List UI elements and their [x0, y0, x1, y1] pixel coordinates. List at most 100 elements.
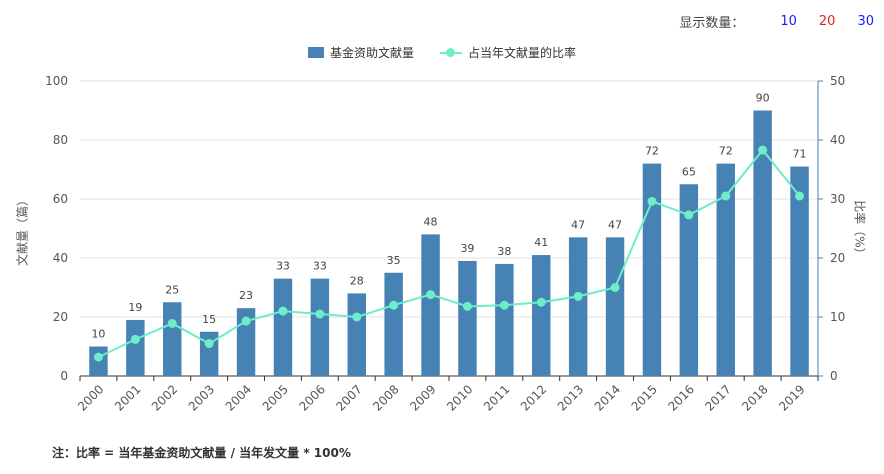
- bar: [642, 163, 662, 376]
- display-count-control: 显示数量： 10 20 30: [679, 12, 874, 31]
- bar: [273, 278, 293, 376]
- bar: [347, 293, 366, 376]
- x-tick-label: 2003: [186, 382, 217, 413]
- bar-data-label: 19: [128, 301, 142, 314]
- bar-data-label: 35: [387, 254, 401, 267]
- bar-data-label: 72: [645, 145, 659, 158]
- ratio-point: [647, 196, 657, 206]
- y2-tick-label: 30: [830, 192, 845, 206]
- bar: [605, 237, 625, 376]
- ratio-point: [426, 290, 436, 300]
- bar-data-label: 47: [571, 218, 585, 231]
- ratio-point: [795, 191, 805, 201]
- bar-data-label: 15: [202, 313, 216, 326]
- bar: [126, 319, 145, 376]
- ratio-point: [278, 306, 288, 316]
- ratio-point: [389, 300, 399, 310]
- y2-tick-label: 50: [830, 74, 845, 88]
- legend-line-label: 占当年文献量的比率: [468, 46, 577, 60]
- bar-data-label: 41: [534, 236, 548, 249]
- x-tick-label: 2000: [75, 382, 106, 413]
- y2-tick-label: 10: [830, 310, 845, 324]
- bar: [236, 308, 256, 376]
- x-tick-label: 2019: [776, 382, 807, 413]
- y2-tick-label: 20: [830, 251, 845, 265]
- bar: [568, 237, 588, 376]
- y-tick-label: 60: [53, 192, 68, 206]
- bar: [310, 278, 330, 376]
- bar: [679, 184, 699, 376]
- bar-data-label: 33: [313, 260, 327, 273]
- bar: [384, 272, 403, 376]
- footnote: 注：比率 = 当年基金资助文献量 / 当年发文量 * 100%: [52, 446, 351, 460]
- bar-data-label: 71: [793, 148, 807, 161]
- bar-data-label: 72: [719, 145, 733, 158]
- x-tick-label: 2006: [296, 382, 327, 413]
- ratio-point: [758, 145, 768, 155]
- legend-line-swatch: [440, 47, 462, 58]
- display-count-option-30[interactable]: 30: [857, 14, 874, 29]
- y-tick-label: 80: [53, 133, 68, 147]
- bar-data-label: 28: [350, 274, 364, 287]
- bar: [199, 331, 219, 376]
- y-tick-label: 20: [53, 310, 68, 324]
- bar: [495, 263, 514, 376]
- x-tick-label: 2004: [223, 382, 254, 413]
- display-count-option-20[interactable]: 20: [818, 14, 836, 29]
- x-tick-label: 2010: [444, 382, 475, 413]
- x-tick-label: 2002: [149, 382, 180, 413]
- legend-bar-swatch: [307, 47, 324, 58]
- chart-legend: 基金资助文献量 占当年文献量的比率: [0, 44, 884, 61]
- x-tick-label: 2011: [481, 382, 512, 413]
- bar: [458, 260, 477, 376]
- y-tick-label: 0: [60, 369, 68, 383]
- legend-item-line[interactable]: 占当年文献量的比率: [440, 44, 576, 61]
- ratio-point: [610, 283, 620, 292]
- bar-data-label: 25: [165, 283, 179, 296]
- x-tick-label: 2012: [518, 382, 549, 413]
- x-tick-label: 2017: [702, 382, 733, 413]
- x-tick-label: 2007: [333, 382, 364, 413]
- ratio-line: [98, 148, 801, 359]
- ratio-point: [93, 352, 103, 362]
- bar-data-label: 10: [91, 328, 105, 341]
- ratio-point: [204, 339, 214, 349]
- x-tick-label: 2014: [592, 382, 623, 413]
- x-tick-label: 2001: [112, 382, 143, 413]
- ratio-point: [573, 291, 583, 301]
- ratio-point: [352, 312, 362, 322]
- ratio-point: [130, 334, 140, 344]
- y-tick-label: 40: [53, 251, 68, 265]
- legend-bar-label: 基金资助文献量: [329, 46, 414, 60]
- bar: [163, 302, 182, 376]
- y2-tick-label: 0: [830, 369, 838, 383]
- bar: [532, 255, 551, 376]
- display-count-option-10[interactable]: 10: [780, 14, 797, 29]
- bar-data-label: 48: [424, 215, 438, 228]
- ratio-point: [167, 318, 177, 328]
- x-tick-label: 2013: [555, 382, 586, 413]
- ratio-point: [315, 309, 325, 319]
- x-tick-label: 2015: [629, 382, 660, 413]
- ratio-point: [536, 297, 546, 307]
- bar: [716, 163, 735, 376]
- bar-data-label: 38: [497, 245, 511, 258]
- legend-item-bar[interactable]: 基金资助文献量: [307, 44, 414, 61]
- ratio-point: [241, 316, 251, 326]
- ratio-point: [721, 191, 731, 201]
- bar: [753, 110, 772, 376]
- y-tick-label: 100: [45, 74, 68, 88]
- ratio-point: [462, 301, 472, 311]
- bar: [421, 234, 440, 376]
- bar-data-label: 65: [682, 165, 696, 178]
- x-tick-label: 2008: [370, 382, 401, 413]
- x-tick-label: 2018: [739, 382, 770, 413]
- x-tick-label: 2016: [665, 382, 696, 413]
- bar-data-label: 47: [608, 218, 622, 231]
- ratio-point: [684, 210, 694, 220]
- x-tick-label: 2005: [260, 382, 291, 413]
- bar-data-label: 23: [239, 289, 253, 302]
- x-tick-label: 2009: [407, 382, 438, 413]
- y2-tick-label: 40: [830, 133, 845, 147]
